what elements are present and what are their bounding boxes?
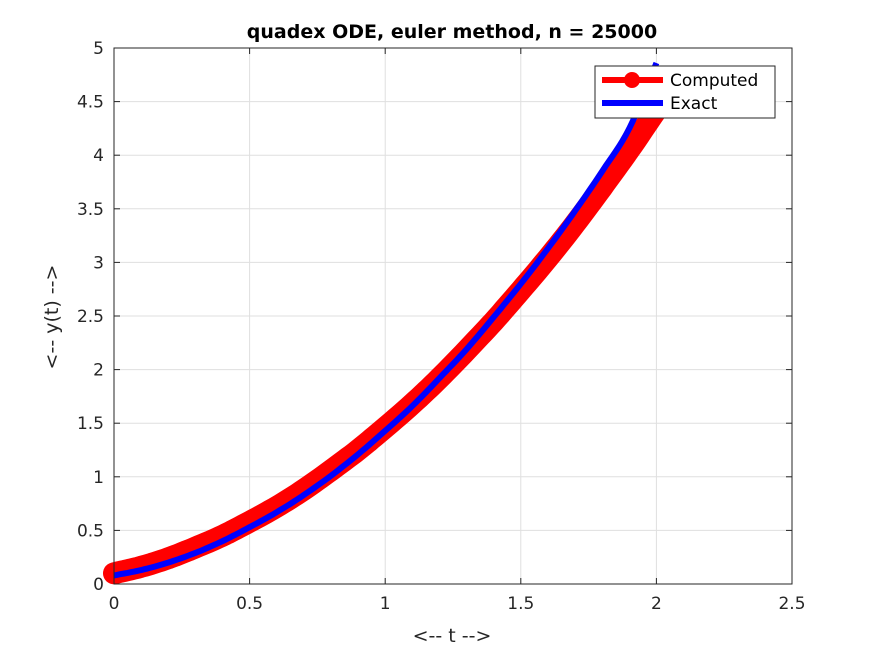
chart-title: quadex ODE, euler method, n = 25000	[247, 21, 657, 43]
y-axis-title: <-- y(t) -->	[41, 265, 63, 370]
y-tick-label: 2	[93, 361, 104, 381]
series-exact-line	[113, 61, 660, 579]
y-tick-label: 3.5	[77, 200, 104, 220]
y-tick-label: 1	[93, 468, 104, 488]
y-tick-label: 1.5	[77, 414, 104, 434]
y-tick-label: 3	[93, 253, 104, 273]
y-tick-label: 5	[93, 39, 104, 59]
x-tick-label: 2	[651, 594, 662, 614]
axes: 0 0.5 1 1.5 2 2.5 0 0.5 1 1.5 2 2.5 3 3.5 4 4.5 5	[77, 39, 806, 614]
x-tick-label: 0.5	[236, 594, 263, 614]
x-tick-label: 0	[109, 594, 120, 614]
legend-marker-computed	[624, 72, 640, 88]
y-tick-label: 0	[93, 575, 104, 595]
y-tick-label: 4	[93, 146, 104, 166]
legend: Computed Exact	[594, 65, 776, 119]
legend-label-exact: Exact	[670, 94, 718, 114]
x-tick-label: 1.5	[507, 594, 534, 614]
legend-box	[594, 65, 776, 119]
y-tick-label: 2.5	[77, 307, 104, 327]
series-layer	[103, 61, 668, 585]
x-tick-label: 1	[380, 594, 391, 614]
x-axis-title: <-- t -->	[413, 625, 492, 647]
legend-label-computed: Computed	[670, 71, 758, 91]
y-tick-label: 0.5	[77, 521, 104, 541]
y-tick-label: 4.5	[77, 93, 104, 113]
x-tick-label: 2.5	[778, 594, 805, 614]
